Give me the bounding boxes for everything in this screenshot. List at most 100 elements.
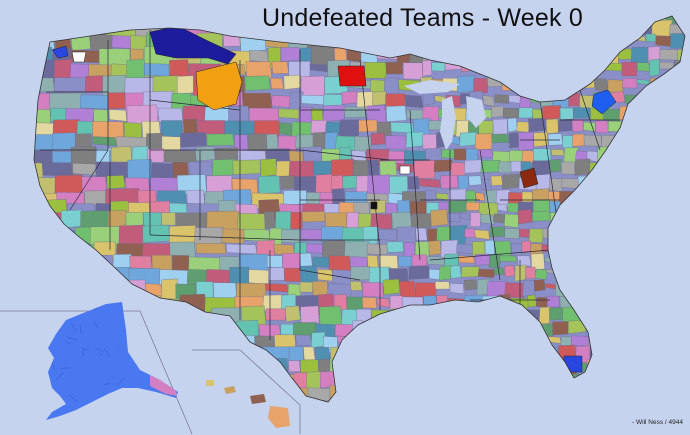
county-region	[111, 35, 133, 49]
county-region	[684, 360, 685, 375]
county-region	[606, 30, 620, 50]
county-region	[541, 105, 562, 120]
county-region	[151, 16, 168, 23]
county-region	[631, 333, 648, 345]
county-region	[519, 63, 534, 77]
county-region	[205, 360, 232, 382]
county-region	[34, 360, 42, 385]
county-region	[474, 229, 490, 240]
county-region	[686, 266, 690, 283]
county-region	[280, 323, 295, 336]
county-region	[517, 77, 537, 94]
county-region	[492, 118, 508, 136]
county-region	[477, 333, 494, 351]
county-region	[533, 279, 546, 292]
county-region	[532, 370, 552, 390]
county-region	[265, 386, 289, 401]
county-region	[195, 243, 227, 255]
county-region	[188, 161, 214, 177]
county-region	[184, 16, 205, 24]
county-region	[453, 361, 465, 376]
alaska-border-line	[116, 377, 125, 387]
county-region	[154, 308, 172, 334]
county-region	[243, 16, 260, 36]
county-region	[490, 175, 504, 186]
county-region	[589, 297, 603, 305]
county-region	[332, 269, 353, 286]
county-region	[573, 192, 588, 202]
county-region	[591, 16, 608, 23]
county-region	[563, 209, 578, 231]
county-region	[660, 95, 674, 109]
county-region	[440, 174, 459, 189]
county-region	[586, 359, 605, 376]
county-region	[462, 324, 474, 339]
region-blue-washington	[51, 45, 69, 59]
county-region	[500, 323, 513, 336]
county-region	[531, 59, 549, 71]
county-region	[601, 322, 618, 335]
county-region	[680, 348, 685, 357]
county-region	[629, 357, 647, 374]
county-region	[447, 347, 460, 363]
county-region	[532, 399, 544, 402]
state-border-line	[409, 109, 421, 261]
county-region	[511, 243, 522, 257]
county-region	[607, 243, 627, 256]
county-region	[34, 225, 56, 252]
region-blue-maine	[591, 89, 617, 115]
county-region	[654, 200, 667, 214]
county-region	[535, 75, 554, 90]
county-region	[667, 308, 685, 324]
county-region	[643, 267, 662, 279]
county-region	[579, 94, 594, 110]
county-region	[280, 47, 300, 62]
county-region	[477, 268, 496, 278]
county-region	[391, 212, 412, 229]
county-region	[143, 63, 170, 77]
county-region	[34, 268, 50, 291]
county-region	[676, 119, 685, 131]
county-region	[482, 360, 500, 373]
county-region	[34, 243, 45, 261]
county-region	[659, 264, 679, 285]
county-region	[613, 387, 634, 397]
county-region	[671, 94, 685, 106]
county-region	[638, 174, 657, 189]
county-region	[428, 268, 441, 281]
alaska-border-line	[67, 336, 78, 341]
county-region	[90, 34, 113, 51]
county-region	[671, 255, 682, 269]
county-region	[71, 280, 95, 300]
county-region	[156, 323, 176, 337]
county-region	[456, 243, 474, 254]
county-region	[516, 121, 531, 133]
county-region	[485, 49, 502, 57]
county-region	[150, 400, 167, 402]
county-region	[671, 324, 685, 339]
state-border-line	[429, 249, 551, 261]
county-region	[480, 178, 493, 192]
county-region	[387, 344, 403, 363]
county-region	[375, 344, 389, 360]
county-region	[471, 319, 488, 338]
county-region	[518, 131, 534, 151]
county-region	[605, 177, 619, 192]
county-region	[647, 105, 664, 118]
county-region	[504, 59, 523, 76]
county-region	[473, 362, 484, 375]
county-region	[463, 294, 484, 314]
county-region	[404, 95, 424, 109]
county-region	[303, 346, 316, 361]
county-region	[465, 202, 480, 211]
county-region	[319, 305, 343, 327]
county-region	[686, 298, 690, 311]
state-border-line	[299, 149, 391, 161]
county-region	[49, 295, 77, 314]
county-region	[191, 323, 223, 343]
county-region	[338, 119, 361, 137]
county-region	[649, 58, 660, 77]
county-region	[669, 212, 685, 225]
county-region	[75, 266, 103, 283]
county-region	[249, 107, 279, 123]
